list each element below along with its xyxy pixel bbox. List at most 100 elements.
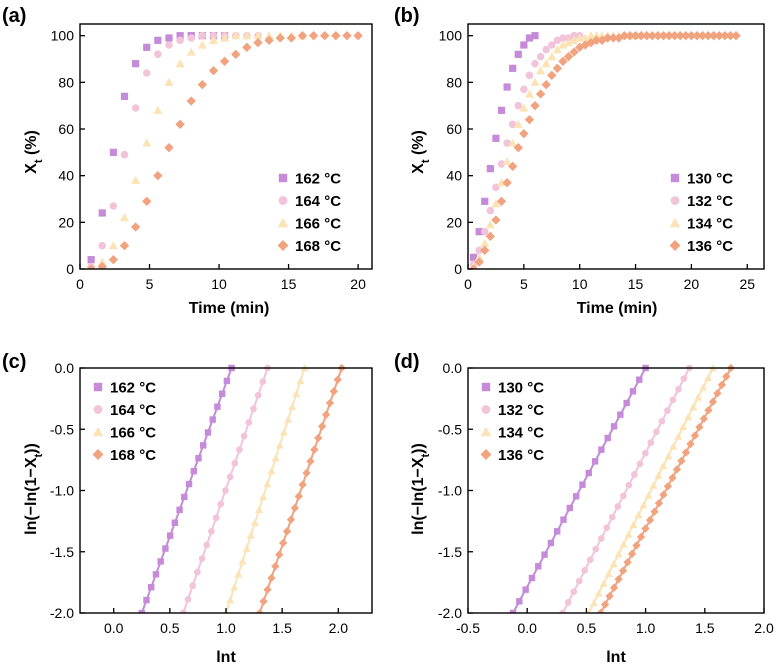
panel-d-series-4-point: [659, 490, 668, 499]
panel-b-series-1-point: [525, 34, 534, 42]
panel-c-ytick-label: -2.0: [50, 605, 74, 621]
panel-b-series-3-point: [524, 89, 534, 98]
panel-c-series-2-point: [231, 459, 239, 467]
panel-c-series-2-point: [254, 391, 262, 399]
panel-a-series-4-point: [119, 240, 130, 251]
panel-d-legend-label: 134 °C: [498, 425, 544, 442]
panel-a-series-2-point: [154, 50, 162, 59]
panel-a-series-2-point: [109, 202, 118, 210]
panel-d-series-3-point: [669, 442, 678, 450]
panel-a-series-4-point: [208, 65, 219, 76]
panel-c-series-4-point: [290, 503, 299, 513]
panel-a-series-1-point: [120, 92, 129, 100]
panel-c-series-4-point: [314, 433, 323, 443]
panel-c-series-2-point: [222, 487, 229, 494]
panel-a-series-3-point: [208, 35, 218, 44]
panel-a-series-2-point: [120, 150, 129, 159]
panel-b-legend-label: 134 °C: [687, 216, 733, 233]
panel-d-series-2-point: [630, 471, 638, 478]
panel-d-series-3-point: [639, 501, 648, 509]
panel-b-series-2-point: [508, 120, 517, 129]
panel-b-series-3-point: [519, 103, 529, 112]
panel-c-legend: 162 °C 164 °C 166 °C 168 °C: [92, 380, 156, 464]
panel-d-series-2-point: [675, 385, 682, 393]
panel-d-series-4-point: [641, 524, 650, 533]
panel-c-series-3-point: [292, 389, 301, 397]
panel-c-series-1-point: [190, 467, 197, 475]
panel-b-ytick-label: 20: [446, 214, 462, 230]
panel-b-series-3-point: [536, 66, 546, 75]
panel-d-series-1-point: [591, 458, 599, 465]
panel-b-series-2-point: [520, 85, 528, 94]
panel-d-ytick-label: -0.5: [438, 421, 462, 437]
panel-c-series-3-point: [288, 402, 297, 410]
panel-a-series-3-point: [97, 257, 107, 266]
panel-a-series-4-point: [297, 30, 308, 41]
panel-d-series-1-point: [528, 574, 536, 582]
panel-b-xtick-label: 10: [572, 276, 588, 292]
panel-b-series-4-point: [608, 33, 618, 43]
panel-b-series-4-point: [686, 30, 697, 41]
panel-c-series-2-point: [184, 596, 192, 603]
panel-d-series-1-point: [598, 446, 605, 453]
panel-b-series-2-point: [475, 246, 483, 255]
panel-d-series-4-point: [677, 456, 686, 466]
panel-b-series-3-point: [569, 35, 579, 44]
panel-c-series-1-point: [157, 558, 164, 565]
panel-d-xtick-label: 1.0: [636, 620, 656, 636]
panel-c-series-1-point: [185, 480, 193, 488]
panel-a-series-4-point: [231, 49, 241, 60]
panel-d-legend-marker: [480, 426, 492, 437]
panel-b-xtick-label: 25: [739, 276, 755, 292]
panel-c-series-1-point: [214, 403, 221, 410]
panel-c-ytick-label: -1.0: [50, 483, 74, 499]
panel-b-series-4-point: [703, 30, 713, 41]
panel-b-ylabel: Xt (%): [410, 130, 432, 174]
panel-d-marks: [509, 363, 736, 613]
panel-a-series-2-point: [176, 36, 184, 45]
panel-d: (d) -0.5 0.0 0.5 1.0 1.5 2.0 0.0 -0.5 -1.0 -1.5 -2…: [394, 351, 774, 666]
panel-c-series-3-point: [238, 557, 247, 565]
panel-d-series-2-point: [658, 417, 666, 425]
panel-b-series-4-point: [530, 100, 540, 111]
panel-c-series-2-point: [179, 609, 187, 613]
panel-b-legend-marker: [669, 217, 681, 228]
panel-a-ytick-label: 80: [58, 74, 74, 90]
panel-d-series-1-point: [560, 516, 567, 523]
panel-c-series-2-point: [189, 582, 197, 590]
panel-c-series-3-point: [246, 531, 255, 539]
panel-c-series-3-point: [296, 376, 305, 385]
panel-d-series-4-point: [686, 439, 695, 449]
panel-c-series-3-point: [255, 505, 264, 514]
panel-d-series-2-point: [619, 492, 627, 500]
panel-d-xtick-label: 2.0: [754, 620, 774, 636]
panel-b-xlabel: Time (min): [577, 300, 658, 317]
panel-b-series-4-point: [697, 30, 708, 41]
panel-b-series-4-point: [513, 142, 523, 153]
panel-a-xtick-label: 0: [76, 276, 84, 292]
panel-c-legend-label: 162 °C: [110, 380, 156, 397]
panel-a-legend-marker: [278, 173, 288, 183]
panel-a-legend-label: 164 °C: [295, 193, 341, 210]
panel-b-legend-marker: [670, 173, 680, 183]
panel-d-label: (d): [394, 351, 420, 373]
panel-a-legend-marker: [278, 196, 288, 205]
panel-a-series-2-point: [187, 34, 196, 42]
panel-b-series-4-point: [569, 47, 579, 57]
panel-d-series-1-point: [541, 551, 548, 558]
panel-c-series-4-point: [282, 527, 292, 536]
panel-c-series-4-point: [306, 457, 315, 466]
panel-c-series-4-point: [310, 445, 319, 454]
panel-d-series-2-point: [680, 375, 688, 383]
panel-d-legend-marker: [480, 449, 492, 460]
panel-d-series-4-point: [654, 499, 664, 508]
panel-b-series-4-point: [630, 30, 641, 41]
panel-c-series-2-point: [208, 527, 215, 535]
panel-c-series-3-point: [284, 415, 293, 423]
panel-d-series-1-point: [604, 434, 611, 442]
panel-c-series-3-point: [234, 570, 243, 578]
panel-c-legend-label: 168 °C: [110, 447, 156, 464]
panel-a-legend-label: 162 °C: [295, 171, 341, 188]
panel-b-series-1-point: [475, 228, 483, 236]
